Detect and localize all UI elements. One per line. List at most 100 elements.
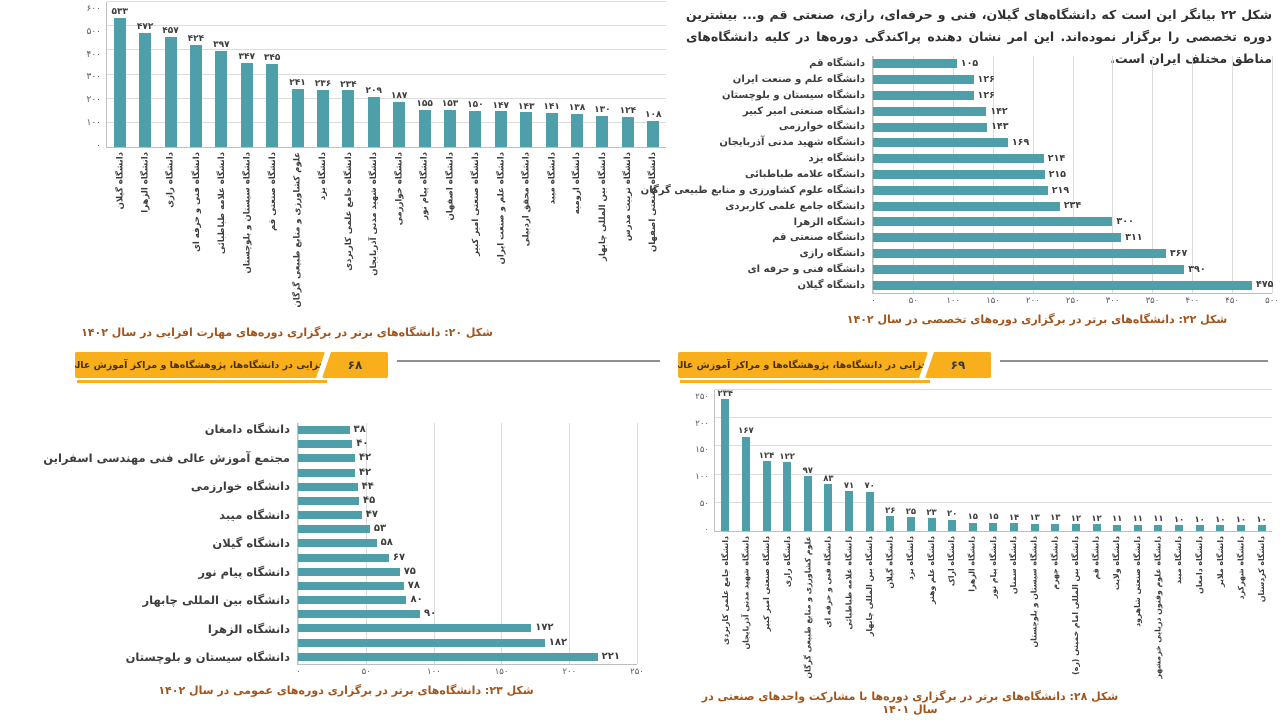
category-label: دانشگاه گیلان — [108, 148, 133, 320]
category-label: دانشگاه بین المللی امام خمینی (ره) — [1066, 532, 1087, 684]
gridline — [1232, 56, 1234, 293]
bar — [873, 138, 1008, 148]
category-label: دانشگاه کردستان — [1251, 532, 1272, 684]
bar-row: ۲۲۱ — [298, 650, 637, 664]
bar — [298, 567, 400, 576]
bar-column: ۴۷۲ — [132, 2, 157, 147]
bar-column: ۴۲۴ — [183, 2, 208, 147]
bar — [948, 519, 957, 531]
bar — [721, 399, 730, 531]
bar — [291, 88, 304, 147]
bar-value-label: ۲۳ — [926, 507, 937, 518]
page-number: ۶۸ — [322, 352, 388, 378]
bar-value-label: ۱۲۲ — [779, 451, 795, 462]
category-label-text: دانشگاه شهید مدنی آذربایجان — [741, 536, 751, 650]
bar-value-label: ۱۵۵ — [416, 98, 433, 109]
bar-row: ۳۹۰ — [873, 261, 1272, 277]
category-label: دانشگاه صنعتی قم — [260, 148, 285, 320]
bar-row: ۶۷ — [298, 551, 637, 565]
bar — [873, 75, 974, 85]
bar-value-label: ۴۲ — [358, 452, 372, 464]
bar — [873, 217, 1113, 227]
bar-row: ۱۶۹ — [873, 135, 1272, 151]
category-label-text: دانشگاه یزد — [318, 152, 329, 201]
gridline — [715, 445, 1272, 447]
bar-value-label: ۱۵۰ — [467, 99, 484, 110]
bar-column: ۱۵۳ — [437, 2, 462, 147]
category-label: دانشگاه علامه طباطبائی — [209, 148, 234, 320]
x-axis-tick-label: ۱۰۰ — [946, 296, 961, 306]
category-label — [105, 523, 290, 537]
bar-value-label: ۱۲۶ — [977, 73, 995, 85]
x-axis-tick-label: ۱۵۰ — [986, 296, 1000, 306]
x-axis-tick-label: ۵۰ — [361, 667, 371, 677]
bar-value-label: ۲۱۴ — [1047, 152, 1066, 164]
bar — [803, 476, 812, 531]
bar-row: ۴۲ — [298, 451, 637, 465]
category-label-text: دانشگاه سمنان — [1009, 536, 1019, 594]
bar-row: ۳۸ — [298, 423, 637, 437]
bar-row: ۲۱۹ — [873, 182, 1272, 198]
category-label-text: دانشگاه دامغان — [1194, 536, 1204, 594]
bar — [298, 638, 545, 647]
bar-value-label: ۴۲۴ — [187, 33, 205, 44]
figure-20-chart: ۶۰۰ ۵۰۰ ۴۰۰ ۳۰۰ ۲۰۰ ۱۰۰ ۰ ۵۳۳ ۴۷۲ ۴۵۷ ۴۲۴ ۳۹۷ ۳۴۷ ۳۴… — [78, 1, 666, 339]
figure-28-chart: ۲۵۰ ۲۰۰ ۱۵۰ ۱۰۰ ۵۰ ۰ ۲۳۴ ۱۶۷ ۱۲۴ ۱۲۲ ۹۷ ۸۳ ۷۱ ۷۰ ۲۶ ۲۵… — [688, 389, 1273, 716]
bar-column: ۱۶۷ — [736, 390, 757, 531]
gridline — [715, 473, 1272, 475]
bar — [298, 596, 407, 605]
bar-value-label: ۱۲۴ — [758, 450, 775, 461]
category-label: دانشگاه فنی و حرفه ای — [747, 264, 866, 276]
bar-value-label: ۲۲۱ — [601, 650, 620, 662]
category-label-text: دانشگاه الزهرا — [968, 536, 978, 592]
bar-row: ۴۰ — [298, 437, 637, 451]
bar-value-label: ۲۰۹ — [365, 85, 382, 96]
category-label-text: دانشگاه ولایت — [1112, 536, 1122, 591]
gridline — [107, 73, 666, 75]
category-label: دانشگاه الزهرا — [207, 621, 290, 636]
gridline — [107, 49, 666, 51]
bar-column: ۱۲۴ — [615, 2, 640, 147]
gridline — [433, 423, 435, 664]
category-label: دانشگاه سیستان و بلوچستان — [722, 89, 865, 101]
banner-title: مهارت‌افزایی در دانشگاه‌ها، پژوهشگاه‌ها … — [678, 352, 928, 378]
bar-value-label: ۱۳۰ — [594, 104, 611, 115]
category-label-text: دانشگاه جهرم — [1050, 536, 1060, 590]
category-label-text: دانشگاه علم و صنعت ایران — [496, 152, 507, 265]
category-label-text: دانشگاه گیلان — [885, 536, 895, 589]
bar-row: ۹۰ — [298, 607, 637, 621]
category-label-text: دانشگاه بین المللی امام خمینی (ره) — [1071, 536, 1081, 675]
category-label-text: دانشگاه میبد — [546, 152, 557, 205]
category-label-text: دانشگاه ارومیه — [572, 152, 583, 215]
bar-column: ۱۳ — [1045, 390, 1066, 531]
plot-area: ۱۰۵ ۱۲۶ ۱۲۶ ۱۴۲ ۱۴۳ ۱۶۹ ۲۱۴ ۲۱۵ ۲۱۹ ۲۳۴ ۳۰۰ ۳۱۱ ۳۶۷ ۳… — [872, 56, 1273, 294]
x-axis-category-labels: دانشگاه جامع علمی کاربردی دانشگاه شهید مد… — [716, 532, 1273, 684]
bar-value-label: ۱۴۳ — [991, 121, 1009, 133]
bar-column: ۲۳۴ — [336, 2, 361, 147]
category-label-text: دانشگاه صنعتی اصفهان — [648, 152, 659, 253]
x-axis-tick-label: ۲۰۰ — [1026, 296, 1040, 306]
category-label: دانشگاه پیام نور — [198, 564, 290, 579]
bar — [873, 233, 1122, 243]
gridline — [107, 97, 666, 99]
bar-value-label: ۷۸ — [407, 579, 420, 591]
gridline — [1072, 56, 1074, 293]
figure-20-caption: شکل ۲۰: دانشگاه‌های برتر در برگزاری دوره… — [81, 326, 493, 339]
category-label-text: دانشگاه علامه طباطبائی — [216, 152, 227, 254]
category-label: دانشگاه تربیت مدرس — [615, 148, 640, 320]
bar — [873, 106, 987, 116]
category-label-text: دانشگاه محقق اردبیلی — [521, 152, 532, 247]
bar — [298, 525, 370, 534]
bar-value-label: ۳۹۰ — [1188, 263, 1206, 275]
category-label: دانشگاه رازی — [158, 148, 183, 320]
category-label-text: دانشگاه گیلان — [115, 152, 126, 210]
bar — [906, 516, 915, 531]
bar — [873, 59, 957, 69]
x-axis-tick-label: ۲۵۰ — [1065, 296, 1080, 306]
bar-row: ۴۷ — [298, 508, 637, 522]
x-axis: ۰ ۵۰ ۱۰۰ ۱۵۰ ۲۰۰ ۲۵۰ — [296, 665, 644, 678]
category-label-text: دانشگاه جامع علمی کاربردی — [343, 152, 354, 271]
bar — [298, 440, 353, 449]
category-label: دانشگاه یزد — [901, 532, 922, 684]
bar — [783, 462, 792, 531]
